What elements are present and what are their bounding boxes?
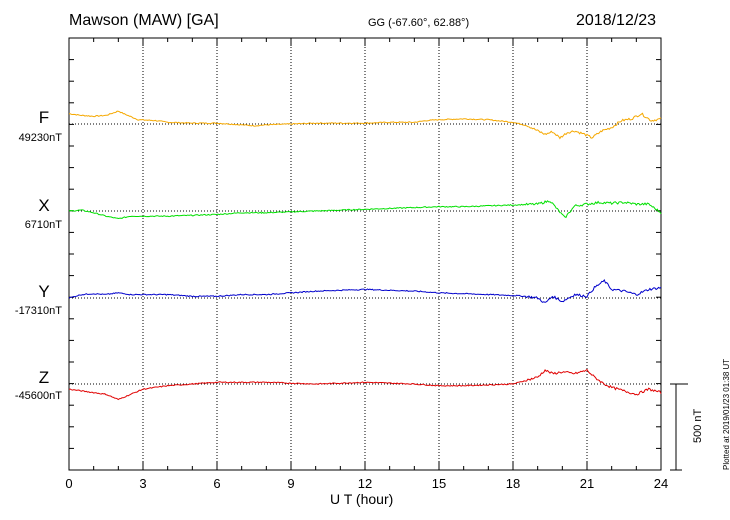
x-axis-label: U T (hour) bbox=[330, 491, 394, 507]
plotted-timestamp: Plotted at 2019/01/23 01:38 UT bbox=[722, 358, 730, 470]
series-line-x bbox=[68, 200, 662, 220]
baseline-label-z: -45600nT bbox=[14, 390, 62, 402]
vertical-grid bbox=[142, 38, 588, 470]
x-ticks: 0 3 6 9 12 15 18 21 24 bbox=[65, 38, 668, 491]
series-lines bbox=[68, 110, 662, 401]
series-line-z bbox=[68, 368, 662, 401]
date-label: 2018/12/23 bbox=[576, 12, 657, 29]
series-line-f bbox=[68, 110, 662, 140]
component-label-z: Z bbox=[38, 368, 50, 387]
x-tick-label: 24 bbox=[654, 476, 668, 491]
x-tick-label: 9 bbox=[287, 476, 294, 491]
station-coordinates: GG (-67.60°, 62.88°) bbox=[368, 17, 470, 29]
x-tick-label: 3 bbox=[139, 476, 146, 491]
component-label-y: Y bbox=[38, 282, 50, 301]
x-tick-label: 15 bbox=[432, 476, 446, 491]
x-tick-label: 6 bbox=[213, 476, 220, 491]
x-tick-label: 21 bbox=[580, 476, 594, 491]
baseline-label-y: -17310nT bbox=[14, 305, 62, 317]
station-title: Mawson (MAW) [GA] bbox=[69, 12, 219, 29]
component-label-f: F bbox=[38, 108, 50, 127]
x-tick-label: 12 bbox=[358, 476, 372, 491]
scale-bar-label: 500 nT bbox=[692, 408, 704, 443]
x-tick-label: 18 bbox=[506, 476, 520, 491]
baseline-label-x: 6710nT bbox=[24, 219, 62, 231]
baseline-label-f: 49230nT bbox=[18, 132, 62, 144]
component-label-x: X bbox=[38, 196, 50, 215]
scale-bar bbox=[670, 383, 688, 471]
x-tick-label: 0 bbox=[65, 476, 72, 491]
series-line-y bbox=[68, 279, 662, 303]
